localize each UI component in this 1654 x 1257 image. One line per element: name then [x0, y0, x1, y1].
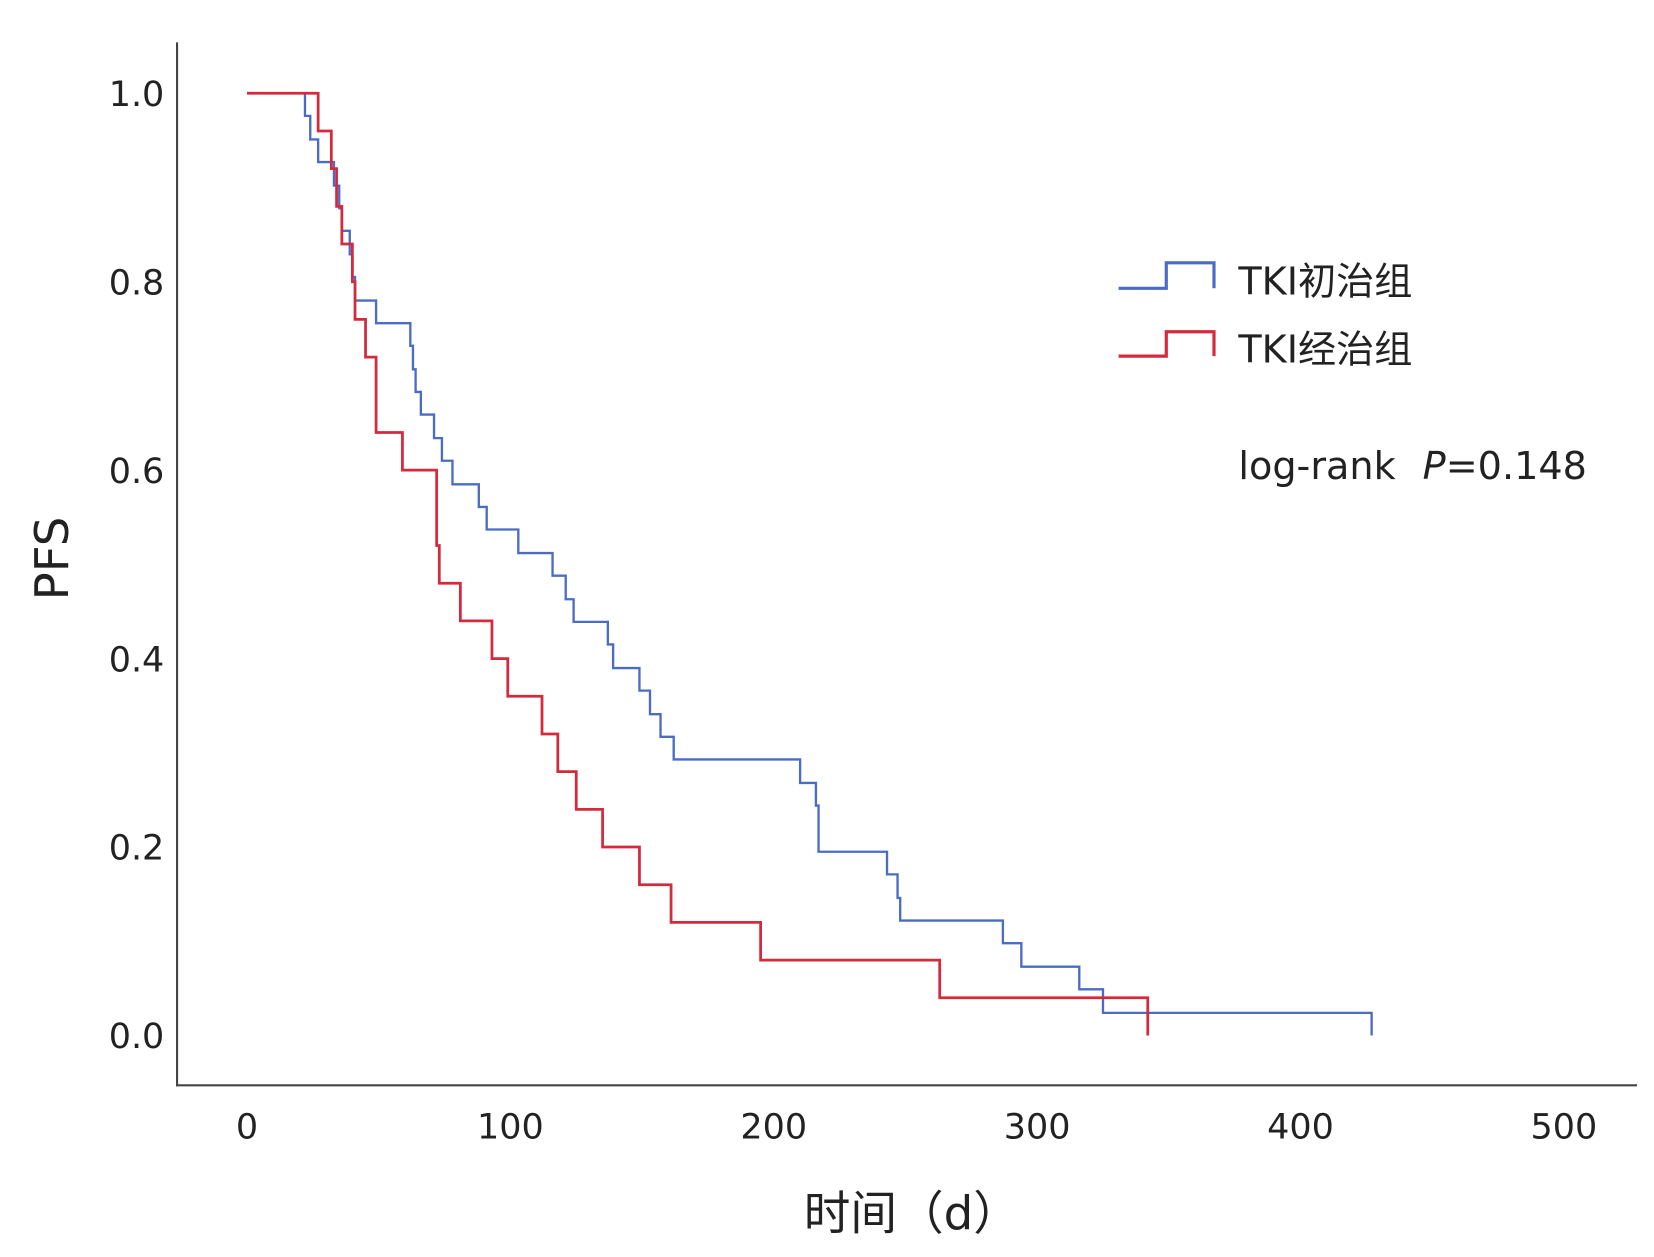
log-rank-prefix: log-rank	[1238, 444, 1407, 488]
p-value: =0.148	[1446, 444, 1587, 488]
x-tick-label: 500	[1530, 1107, 1597, 1147]
x-tick-label: 0	[236, 1107, 258, 1147]
x-tick-label: 400	[1267, 1107, 1334, 1147]
y-tick-label: 0.6	[109, 452, 165, 492]
y-tick-label: 1.0	[109, 75, 165, 115]
legend-label-tki-treated: TKI经治组	[1237, 327, 1412, 371]
x-tick-label: 300	[1004, 1107, 1071, 1147]
y-tick-label: 0.4	[109, 640, 165, 680]
survival-curve-tki-naive	[247, 92, 1373, 1036]
legend-swatch-tki-naive	[1118, 261, 1216, 290]
x-axis-label: 时间（d）	[804, 1186, 1020, 1240]
y-axis-label: PFS	[25, 517, 79, 601]
y-tick-label: 0.2	[109, 829, 165, 869]
x-tick-label: 200	[740, 1107, 807, 1147]
legend: TKI初治组 TKI经治组	[1118, 260, 1412, 371]
p-label: P	[1423, 444, 1446, 488]
survival-curve-tki-treated	[247, 91, 1150, 1036]
x-tick-label: 100	[477, 1107, 544, 1147]
log-rank-annotation: log-rank P=0.148	[1238, 444, 1587, 488]
y-tick-label: 0.0	[109, 1017, 165, 1057]
legend-swatch-tki-treated	[1118, 330, 1216, 358]
y-tick-label: 0.8	[109, 263, 165, 303]
legend-label-tki-naive: TKI初治组	[1237, 260, 1412, 304]
